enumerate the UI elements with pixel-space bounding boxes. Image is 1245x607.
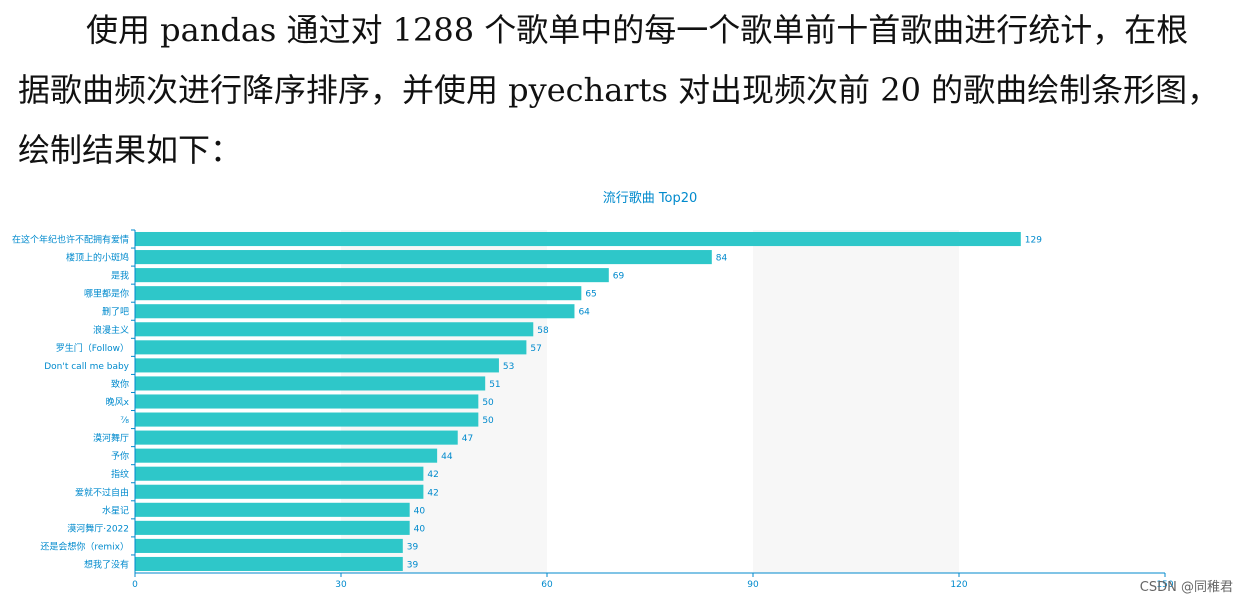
bar[interactable] (135, 304, 575, 319)
x-axis-ticks: 0 30 60 90 120 150 (132, 573, 1174, 590)
bar-value-label: 51 (489, 380, 500, 390)
x-tick-label: 90 (747, 580, 759, 590)
bar[interactable] (135, 484, 424, 499)
bar-value-label: 40 (414, 506, 426, 516)
x-tick-label: 0 (132, 580, 138, 590)
bar-value-label: 47 (462, 434, 473, 444)
bar-value-label: 129 (1025, 236, 1042, 246)
bar[interactable] (135, 502, 410, 517)
bar-value-label: 42 (427, 488, 438, 498)
bar[interactable] (135, 231, 1021, 247)
y-tick-label: 浪漫主义 (93, 324, 129, 336)
y-tick-label: 在这个年纪也许不配拥有爱情 (12, 234, 129, 246)
y-tick-label: 是我 (111, 271, 129, 282)
y-tick-label: 想我了没有 (84, 558, 129, 570)
y-axis-labels: 在这个年纪也许不配拥有爱情楼顶上的小斑鸠是我哪里都是你删了吧浪漫主义罗生门（Fo… (12, 234, 130, 571)
watermark: CSDN @同稚君 (1139, 580, 1233, 595)
paragraph-line-3: 绘制结果如下： (18, 131, 243, 169)
y-tick-label: 晚风x (106, 397, 130, 408)
bar[interactable] (135, 394, 479, 409)
bar[interactable] (135, 340, 527, 355)
bar-value-label: 44 (441, 452, 453, 462)
bar[interactable] (135, 250, 712, 265)
split-area-band (753, 230, 959, 573)
x-tick-label: 150 (1156, 580, 1173, 590)
bar[interactable] (135, 430, 458, 445)
y-tick-label: ⅞ (120, 416, 129, 426)
y-tick-label: 漠河舞厅 (93, 432, 129, 444)
y-axis-ticks (131, 229, 135, 556)
bar[interactable] (135, 466, 424, 481)
chart-title: 流行歌曲 Top20 (603, 191, 698, 206)
paragraph-line-1: 使用 pandas 通过对 1288 个歌单中的每一个歌单前十首歌曲进行统计，在… (86, 11, 1189, 49)
y-tick-label: 哪里都是你 (84, 288, 129, 300)
bar[interactable] (135, 538, 403, 553)
y-tick-label: 指纹 (111, 468, 129, 480)
bar-value-label: 40 (414, 524, 426, 534)
bar-value-label: 84 (716, 254, 728, 264)
bar[interactable] (135, 268, 609, 283)
bar-value-label: 42 (427, 470, 438, 480)
x-tick-label: 120 (950, 580, 967, 590)
y-tick-label: Don't call me baby (44, 362, 129, 372)
y-tick-label: 漠河舞厅·2022 (67, 522, 129, 534)
document-paragraph: 使用 pandas 通过对 1288 个歌单中的每一个歌单前十首歌曲进行统计，在… (18, 0, 1230, 180)
bar[interactable] (135, 286, 582, 301)
y-tick-label: 爱就不过自由 (75, 486, 129, 498)
bar[interactable] (135, 448, 438, 463)
bar[interactable] (135, 358, 499, 373)
y-tick-label: 予你 (111, 450, 129, 462)
bar[interactable] (135, 556, 403, 572)
bar-value-label: 65 (585, 290, 596, 300)
y-tick-label: 还是会想你（remix） (40, 540, 129, 552)
bar[interactable] (135, 520, 410, 535)
x-tick-label: 60 (541, 580, 553, 590)
bar[interactable] (135, 412, 479, 427)
bar-value-label: 64 (578, 308, 590, 318)
y-tick-label: 致你 (111, 378, 129, 390)
bar-value-label: 50 (482, 416, 494, 426)
bar[interactable] (135, 322, 534, 337)
bar[interactable] (135, 376, 486, 391)
bar-value-label: 39 (407, 560, 419, 570)
bar-value-label: 57 (530, 344, 541, 354)
bar-value-label: 69 (613, 272, 625, 282)
bar-value-label: 58 (537, 326, 549, 336)
paragraph-line-2: 据歌曲频次进行降序排序，并使用 pyecharts 对出现频次前 20 的歌曲绘… (18, 71, 1220, 109)
y-tick-label: 删了吧 (102, 307, 129, 318)
x-tick-label: 30 (335, 580, 347, 590)
bars (135, 231, 1021, 572)
bar-value-label: 53 (503, 362, 514, 372)
y-tick-label: 水星记 (102, 504, 129, 516)
bar-value-label: 39 (407, 542, 419, 552)
y-tick-label: 罗生门（Follow） (56, 342, 129, 354)
bar-value-label: 50 (482, 398, 494, 408)
y-tick-label: 楼顶上的小斑鸠 (66, 252, 129, 264)
